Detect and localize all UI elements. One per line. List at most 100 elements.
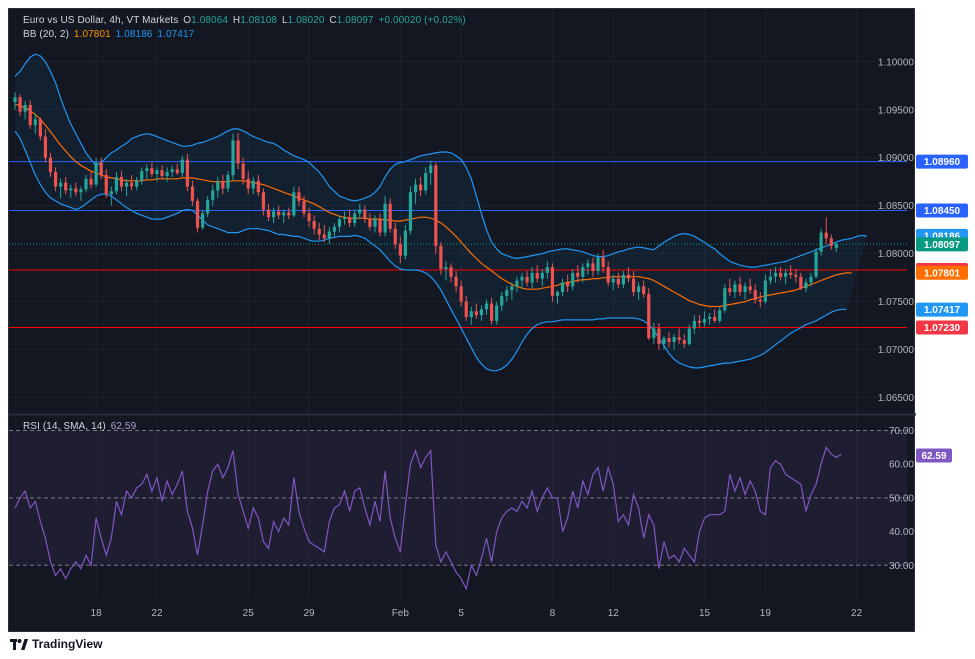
- rsi-legend[interactable]: RSI (14, SMA, 14) 62.59: [23, 421, 138, 432]
- candle: [18, 97, 22, 112]
- candle: [419, 184, 423, 191]
- chart-frame: 18 22 25 29 Feb 5 8 12 15 19 22 1.10000 1.09500 1.090…: [8, 8, 968, 632]
- candle: [175, 169, 179, 174]
- candle: [180, 159, 184, 174]
- candle: [449, 267, 453, 277]
- candle: [277, 211, 281, 216]
- symbol-legend: Euro vs US Dollar, 4h, VT Markets O1.080…: [23, 15, 468, 26]
- rsi-value-tag-label: 62.59: [921, 451, 946, 462]
- candle: [819, 232, 823, 252]
- candle: [38, 119, 42, 137]
- candle: [601, 257, 605, 268]
- candle: [566, 282, 570, 287]
- candle: [748, 286, 752, 291]
- candle: [530, 272, 534, 283]
- x-tick-label: 5: [458, 608, 464, 619]
- candle: [251, 180, 255, 189]
- candle: [697, 320, 702, 323]
- x-tick-label: 25: [243, 608, 255, 619]
- x-tick-label: 29: [303, 608, 315, 619]
- candle: [657, 328, 661, 344]
- candle: [89, 178, 93, 185]
- rsi-value-tag: [916, 448, 952, 463]
- candle: [484, 303, 489, 310]
- candle: [368, 219, 372, 227]
- candle: [814, 251, 818, 277]
- candle: [23, 104, 27, 112]
- candle: [464, 301, 468, 318]
- candle: [834, 244, 838, 248]
- rsi-y-tick-label: 40.00: [889, 527, 914, 538]
- candle: [500, 295, 504, 306]
- low-label: L: [282, 15, 288, 26]
- candle: [297, 192, 301, 201]
- candle: [287, 212, 291, 216]
- candle: [140, 171, 144, 181]
- candle: [576, 272, 580, 277]
- candle: [155, 170, 159, 175]
- candle: [226, 174, 230, 189]
- candle: [348, 217, 352, 223]
- bb-legend[interactable]: BB (20, 2) 1.07801 1.08186 1.07417: [23, 29, 196, 40]
- y-tick-label: 1.08500: [878, 201, 915, 212]
- candle: [606, 267, 610, 283]
- tradingview-logo[interactable]: TradingView: [10, 637, 102, 651]
- candle: [799, 276, 803, 289]
- candle: [145, 168, 149, 172]
- candle: [307, 213, 311, 222]
- candle: [424, 173, 428, 191]
- candle: [809, 276, 813, 283]
- candle: [692, 320, 696, 329]
- candle: [535, 272, 539, 279]
- candle: [626, 274, 631, 279]
- bb-basis-value: 1.07801: [73, 29, 111, 40]
- candle: [631, 278, 636, 293]
- candle: [130, 182, 134, 187]
- price-axis-tag-label: 1.08097: [924, 240, 961, 251]
- bb-lower-value: 1.07417: [157, 29, 195, 40]
- price-axis-tag: [916, 203, 968, 218]
- candle: [195, 200, 200, 228]
- chart-canvas[interactable]: 18 22 25 29 Feb 5 8 12 15 19 22 1.10000 1.09500 1.090…: [9, 9, 969, 633]
- candle: [591, 263, 595, 271]
- candle: [373, 219, 377, 227]
- candle: [109, 191, 113, 195]
- y-tick-label: 1.09500: [878, 105, 915, 116]
- candle: [388, 203, 392, 229]
- candle: [510, 286, 514, 291]
- candle: [637, 286, 641, 293]
- candle: [79, 189, 83, 193]
- high-label: H: [232, 15, 241, 26]
- candle: [804, 282, 808, 289]
- x-tick-label: 19: [760, 608, 772, 619]
- candle: [322, 234, 326, 239]
- price-axis-tag: [916, 154, 968, 169]
- candle: [150, 168, 154, 175]
- x-tick-label: 22: [151, 608, 163, 619]
- candle: [33, 119, 37, 126]
- bb-basis-line: [14, 103, 852, 308]
- candle: [794, 274, 798, 277]
- open-label: O: [183, 15, 192, 26]
- candle: [241, 163, 245, 179]
- x-tick-label: 15: [699, 608, 711, 619]
- y-tick-label: 1.06500: [878, 393, 915, 404]
- candle: [682, 340, 686, 344]
- bb-upper-line: [14, 53, 867, 268]
- rsi-line: [14, 445, 842, 591]
- candle: [165, 172, 169, 176]
- candle: [621, 274, 625, 285]
- candle: [642, 286, 646, 294]
- price-axis-tag-label: 1.07801: [924, 268, 961, 279]
- candle: [236, 140, 240, 164]
- candle: [667, 338, 671, 342]
- candle: [495, 305, 499, 321]
- candle: [434, 165, 438, 247]
- candle: [707, 317, 712, 319]
- candle: [662, 338, 666, 344]
- candle: [439, 246, 443, 270]
- candle: [64, 182, 68, 191]
- candle: [342, 217, 347, 220]
- candle: [246, 178, 250, 189]
- candle: [104, 174, 108, 195]
